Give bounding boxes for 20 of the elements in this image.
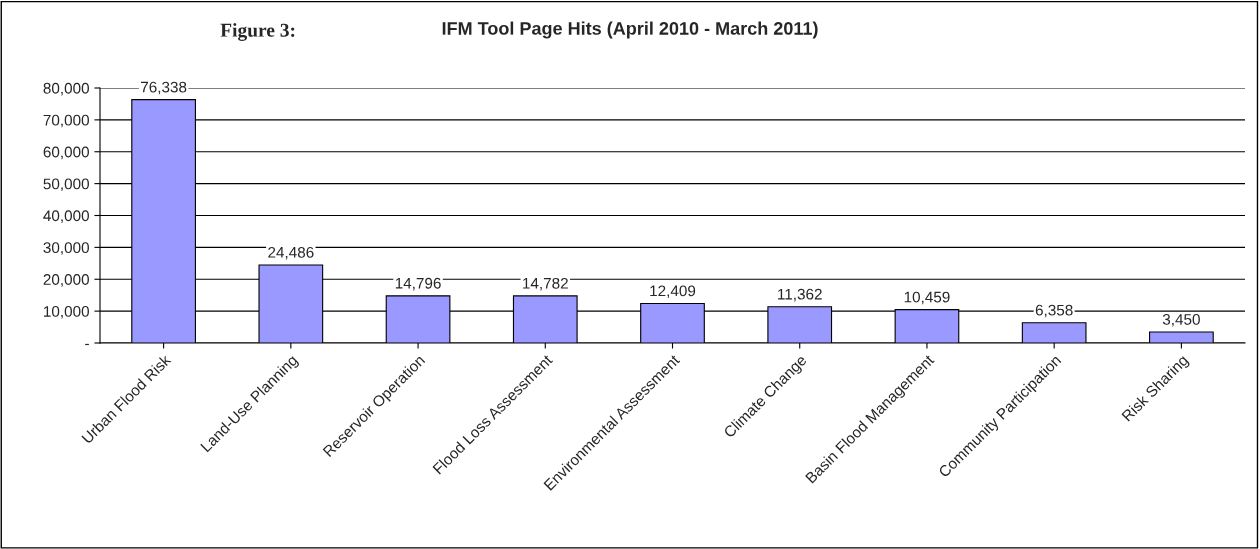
chart-title: IFM Tool Page Hits (April 2010 - March 2011) — [442, 21, 818, 39]
caption: Figure 3: — [220, 23, 295, 41]
y-tick-label: 40,000 — [43, 210, 89, 223]
data-label: 10,459 — [904, 291, 950, 305]
y-tick-label: - — [85, 343, 89, 346]
data-label: 6,358 — [1035, 304, 1073, 318]
data-label: 76,338 — [141, 81, 187, 95]
y-tick-label: 50,000 — [43, 178, 89, 192]
y-tick-label: 70,000 — [43, 114, 89, 128]
data-label: 3,450 — [1162, 314, 1200, 327]
y-tick-label: 20,000 — [43, 274, 89, 287]
data-label: 14,782 — [523, 277, 568, 291]
data-label: 14,796 — [395, 277, 441, 291]
data-label: 11,362 — [778, 288, 822, 302]
data-label: 12,409 — [650, 285, 696, 299]
data-label: 24,486 — [268, 246, 314, 260]
y-tick-label: 80,000 — [43, 82, 89, 96]
y-tick-label: 10,000 — [44, 305, 89, 319]
y-tick-label: 60,000 — [43, 146, 89, 160]
y-tick-label: 30,000 — [43, 242, 89, 255]
